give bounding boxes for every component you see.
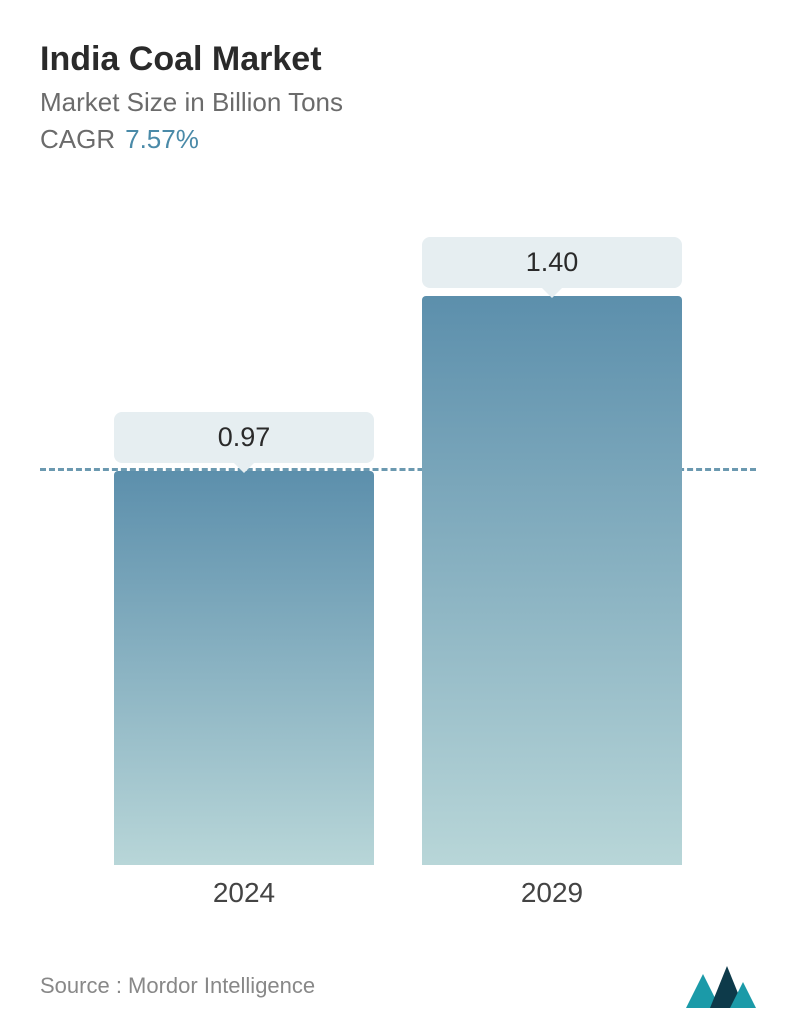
chart-plot-area: 0.97 1.40: [40, 185, 756, 865]
value-badge-1: 1.40: [422, 237, 682, 288]
bar-0: [114, 471, 374, 865]
bar-group-0: 0.97: [114, 412, 374, 865]
cagr-value: 7.57%: [125, 124, 199, 155]
x-label-0: 2024: [114, 877, 374, 909]
bar-group-1: 1.40: [422, 237, 682, 865]
x-axis-labels: 2024 2029: [40, 865, 756, 909]
x-label-1: 2029: [422, 877, 682, 909]
cagr-label: CAGR: [40, 124, 115, 155]
bar-1: [422, 296, 682, 865]
source-text: Source : Mordor Intelligence: [40, 973, 315, 999]
chart-title: India Coal Market: [40, 40, 756, 79]
value-badge-0: 0.97: [114, 412, 374, 463]
bars-container: 0.97 1.40: [90, 185, 706, 865]
chart-subtitle: Market Size in Billion Tons: [40, 87, 756, 118]
footer: Source : Mordor Intelligence: [40, 964, 756, 1008]
brand-logo-icon: [686, 964, 756, 1008]
cagr-row: CAGR 7.57%: [40, 124, 756, 155]
